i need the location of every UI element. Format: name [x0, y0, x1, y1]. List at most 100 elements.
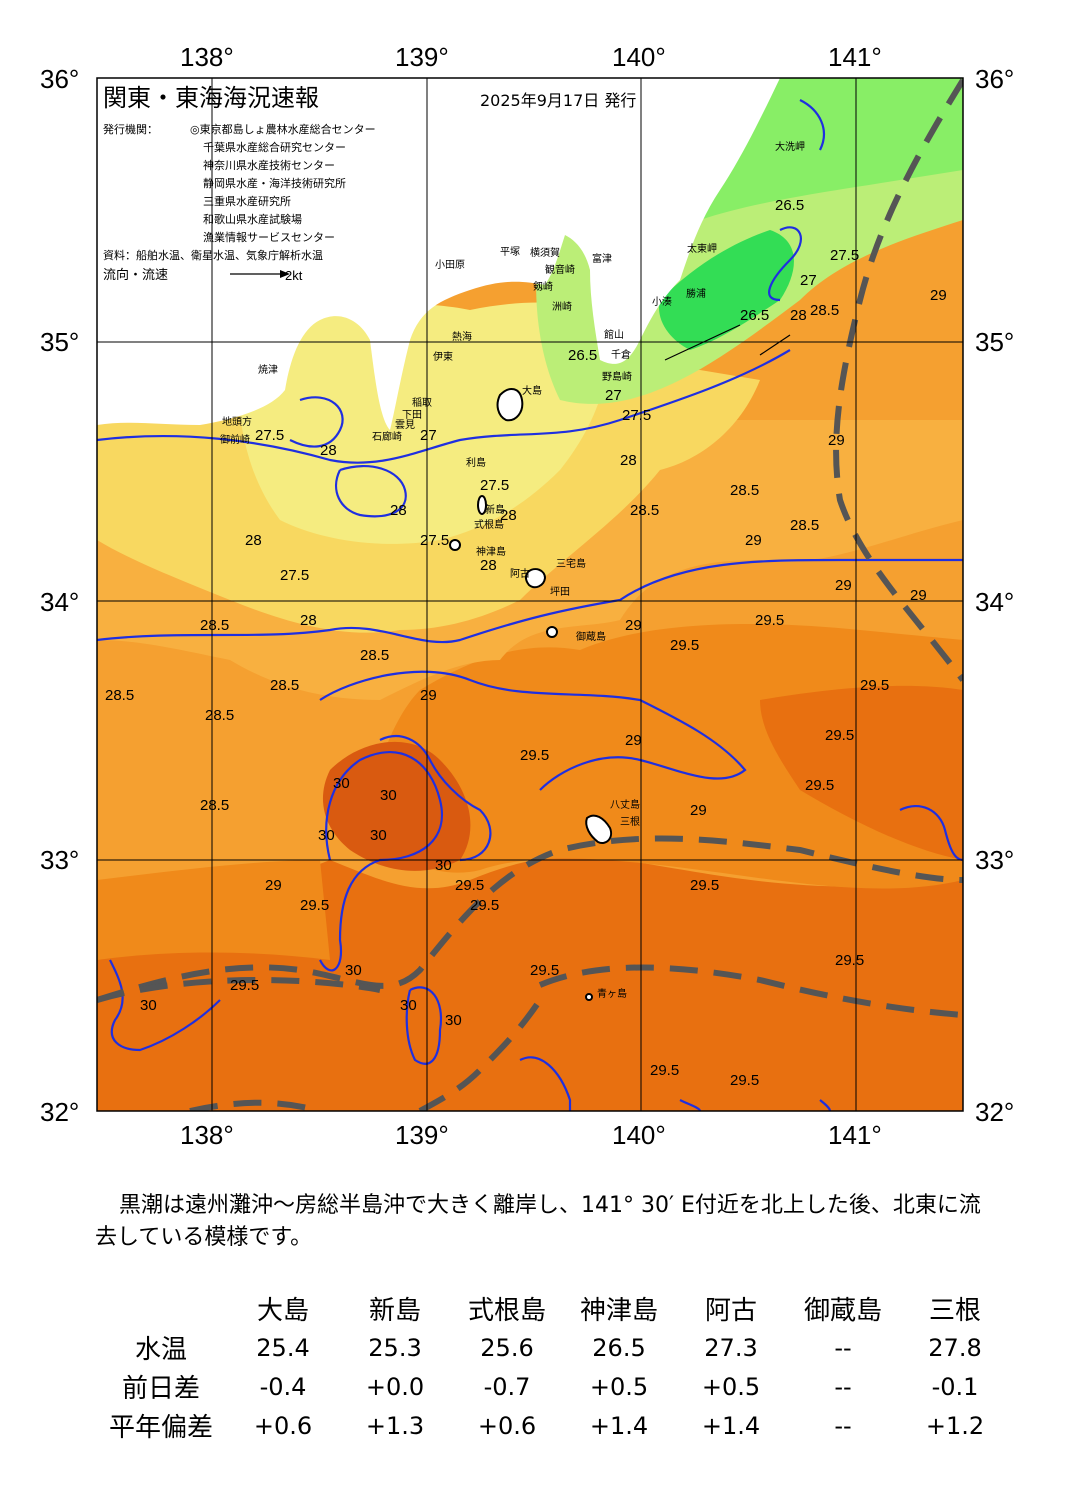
place-label: 平塚: [500, 246, 520, 258]
zone-below-26: [659, 230, 794, 350]
kozu-island: [449, 539, 461, 551]
station-header: 大島: [256, 1295, 309, 1326]
isotherm-label: 29: [690, 802, 707, 819]
isotherm-label: 30: [140, 997, 157, 1014]
isotherm-label: 27.5: [420, 532, 449, 549]
isotherm-label: 30: [318, 827, 335, 844]
niijima-island: [477, 495, 487, 515]
lon-label-bottom: 140°: [612, 1120, 666, 1150]
hachijo-island: [585, 814, 612, 844]
isotherm-label: 27.5: [280, 567, 309, 584]
lat-label-left: 34°: [40, 587, 80, 617]
summary-text: 黒潮は遠州灘沖～房総半島沖で大きく離岸し、141° 30′ E付近を北上した後、…: [95, 1193, 981, 1250]
isotherm-label: 30: [333, 775, 350, 792]
issuer-name: 千葉県水産総合研究センター: [203, 140, 346, 154]
isotherm-label: 28: [480, 557, 497, 574]
lon-label-bottom: 138°: [180, 1120, 234, 1150]
place-label-group: 大島 新島 式根島 神津島 三宅島 御蔵島 八丈島 利島 阿古 坪田 三根 青ヶ…: [220, 140, 805, 1000]
station-header: 新島: [368, 1295, 421, 1326]
kuroshio-axis: [97, 78, 963, 1111]
mikura-island: [546, 626, 558, 638]
isotherm-label: 29.5: [825, 727, 854, 744]
sea-temperature-map: 26.5 26.5 26.5 27 27 27 27.5 27.5 27.5 2…: [40, 42, 1015, 1150]
place-label: 新島: [485, 503, 505, 516]
station-header: 神津島: [579, 1295, 658, 1326]
place-label: 式根島: [474, 518, 504, 531]
table-cell: -0.4: [259, 1372, 307, 1401]
zone-29-5-east: [760, 685, 963, 860]
table-cell: +0.0: [365, 1372, 425, 1401]
isotherm-label: 29.5: [300, 897, 329, 914]
lat-label-right: 34°: [975, 587, 1015, 617]
table-cell: +1.3: [365, 1411, 425, 1440]
isotherm-label: 26.5: [775, 197, 804, 214]
issuer-name: 三重県水産研究所: [203, 194, 291, 208]
place-label: 小田原: [435, 259, 465, 271]
isotherm-label: 28.5: [200, 797, 229, 814]
place-label: 下田: [402, 410, 422, 421]
zone-27: [237, 302, 608, 544]
place-label: 横須賀: [530, 246, 560, 259]
table-cell: --: [834, 1333, 852, 1362]
place-label: 館山: [604, 328, 624, 341]
table-cell: --: [834, 1411, 852, 1440]
isotherm-label: 29.5: [230, 977, 259, 994]
place-label: 伊東: [433, 350, 453, 363]
isotherm-label: 27: [800, 272, 817, 289]
isotherm-label: 30: [370, 827, 387, 844]
table-cell: -0.1: [931, 1372, 979, 1401]
isotherm-label: 30: [380, 787, 397, 804]
isotherm-label: 29.5: [860, 677, 889, 694]
zone-29-east: [373, 624, 963, 889]
isotherm-label: 29.5: [650, 1062, 679, 1079]
row-label: 平年偏差: [108, 1413, 213, 1443]
place-label: 勝浦: [686, 287, 706, 300]
lon-label-top: 138°: [180, 42, 234, 72]
isotherm-label: 29.5: [835, 952, 864, 969]
izu-oshima-island: [496, 388, 524, 422]
place-label: 石廊崎: [372, 430, 402, 443]
isotherm-label: 29.5: [530, 962, 559, 979]
isotherm-label: 28: [500, 507, 517, 524]
current-legend-scale: 2kt: [285, 268, 303, 283]
lat-label-left: 33°: [40, 845, 80, 875]
place-label: 小湊: [652, 295, 672, 308]
issuer-name: 静岡県水産・海洋技術研究所: [203, 176, 346, 190]
lat-label-right: 36°: [975, 64, 1015, 94]
isotherm-label: 30: [435, 857, 452, 874]
place-label: 三根: [620, 815, 640, 828]
isotherm-label: 29.5: [690, 877, 719, 894]
isotherm-label: 29: [745, 532, 762, 549]
isotherm-label: 29.5: [470, 897, 499, 914]
arrow-head-icon: [280, 270, 290, 278]
lat-label-right: 35°: [975, 327, 1015, 357]
table-cell: 25.3: [368, 1333, 422, 1362]
issuer-name: ◎東京都島しょ農林水産総合センター: [190, 122, 376, 136]
lat-label-left: 32°: [40, 1097, 80, 1127]
isotherm-label: 28: [790, 307, 807, 324]
lon-label-top: 141°: [828, 42, 882, 72]
isotherm-label: 28.5: [200, 617, 229, 634]
place-label: 野島崎: [602, 370, 632, 383]
issuer-name: 漁業情報サービスセンター: [203, 230, 335, 244]
isotherm-label: 29: [835, 577, 852, 594]
isotherm-label: 28.5: [790, 517, 819, 534]
table-cell: 25.4: [256, 1333, 310, 1362]
isotherm-label: 27.5: [622, 407, 651, 424]
lat-label-left: 35°: [40, 327, 80, 357]
isotherm-label: 29: [930, 287, 947, 304]
table-cell: 27.3: [704, 1333, 758, 1362]
observation-table: 大島 新島 式根島 神津島 阿古 御蔵島 三根 水温 25.4 25.3 25.…: [95, 1288, 1011, 1445]
place-label: 富津: [592, 252, 612, 265]
isotherm-label: 28.5: [630, 502, 659, 519]
place-label: 稲取: [412, 397, 432, 409]
place-label: 地頭方: [222, 415, 252, 428]
lon-label-top: 139°: [395, 42, 449, 72]
map-canvas: 26.5 26.5 26.5 27 27 27 27.5 27.5 27.5 2…: [96, 77, 964, 1112]
isotherm-label: 29: [828, 432, 845, 449]
isotherm-label: 29.5: [670, 637, 699, 654]
table-cell: --: [834, 1372, 852, 1401]
lon-label-bottom: 139°: [395, 1120, 449, 1150]
place-label: 三宅島: [556, 557, 586, 570]
isotherm-lines: [97, 99, 963, 1111]
